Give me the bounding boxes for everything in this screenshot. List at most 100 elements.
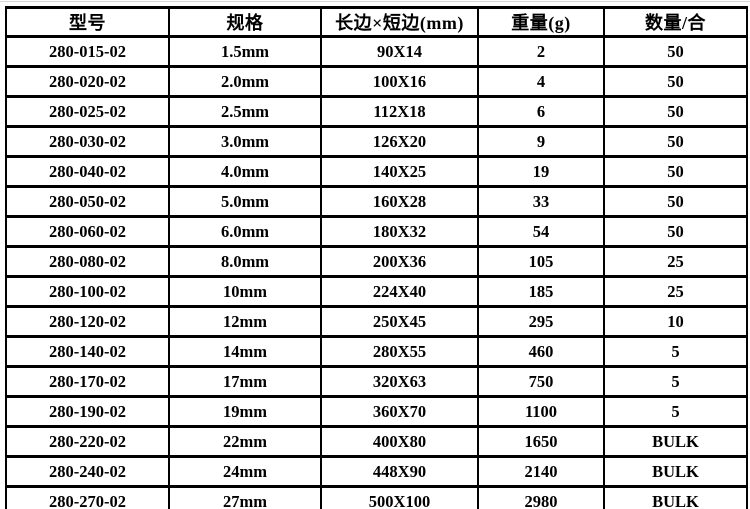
- cell-model: 280-030-02: [5, 125, 170, 158]
- cell-model: 280-100-02: [5, 275, 170, 308]
- cell-qty: 50: [603, 215, 748, 248]
- cell-weight: 460: [477, 335, 605, 368]
- cell-model: 280-170-02: [5, 365, 170, 398]
- column-header-weight: 重量(g): [477, 6, 605, 38]
- cell-qty: 50: [603, 125, 748, 158]
- cell-weight: 2140: [477, 455, 605, 488]
- cell-spec: 24mm: [168, 455, 322, 488]
- table-header: 型号 规格 长边×短边(mm) 重量(g) 数量/合: [5, 6, 748, 38]
- cell-model: 280-015-02: [5, 35, 170, 68]
- cell-weight: 185: [477, 275, 605, 308]
- cell-qty: 50: [603, 65, 748, 98]
- cell-weight: 4: [477, 65, 605, 98]
- cell-qty: 50: [603, 35, 748, 68]
- cell-model: 280-025-02: [5, 95, 170, 128]
- cell-model: 280-220-02: [5, 425, 170, 458]
- cell-weight: 9: [477, 125, 605, 158]
- cell-model: 280-060-02: [5, 215, 170, 248]
- cell-qty: 25: [603, 245, 748, 278]
- table-row: 280-170-02 17mm 320X63 750 5: [5, 365, 748, 398]
- cell-qty: BULK: [603, 455, 748, 488]
- header-row: 型号 规格 长边×短边(mm) 重量(g) 数量/合: [5, 6, 748, 38]
- cell-dimensions: 112X18: [320, 95, 479, 128]
- table-row: 280-020-02 2.0mm 100X16 4 50: [5, 65, 748, 98]
- cell-model: 280-270-02: [5, 485, 170, 509]
- table-row: 280-050-02 5.0mm 160X28 33 50: [5, 185, 748, 218]
- cell-spec: 17mm: [168, 365, 322, 398]
- cell-dimensions: 180X32: [320, 215, 479, 248]
- table-body: 280-015-02 1.5mm 90X14 2 50 280-020-02 2.0mm 10…: [5, 35, 748, 509]
- table-row: 280-080-02 8.0mm 200X36 105 25: [5, 245, 748, 278]
- cell-dimensions: 126X20: [320, 125, 479, 158]
- table-row: 280-030-02 3.0mm 126X20 9 50: [5, 125, 748, 158]
- cell-weight: 6: [477, 95, 605, 128]
- column-header-model: 型号: [5, 6, 170, 38]
- cell-dimensions: 448X90: [320, 455, 479, 488]
- cell-dimensions: 250X45: [320, 305, 479, 338]
- cell-dimensions: 200X36: [320, 245, 479, 278]
- cell-dimensions: 360X70: [320, 395, 479, 428]
- cell-qty: 10: [603, 305, 748, 338]
- table-row: 280-040-02 4.0mm 140X25 19 50: [5, 155, 748, 188]
- table-row: 280-100-02 10mm 224X40 185 25: [5, 275, 748, 308]
- cell-qty: 50: [603, 95, 748, 128]
- cell-weight: 2980: [477, 485, 605, 509]
- column-header-qty: 数量/合: [603, 6, 748, 38]
- table-row: 280-190-02 19mm 360X70 1100 5: [5, 395, 748, 428]
- cell-model: 280-050-02: [5, 185, 170, 218]
- cell-qty: 25: [603, 275, 748, 308]
- cell-spec: 14mm: [168, 335, 322, 368]
- table-row: 280-120-02 12mm 250X45 295 10: [5, 305, 748, 338]
- cell-qty: 50: [603, 155, 748, 188]
- cell-dimensions: 160X28: [320, 185, 479, 218]
- cell-model: 280-080-02: [5, 245, 170, 278]
- cell-weight: 54: [477, 215, 605, 248]
- cell-model: 280-120-02: [5, 305, 170, 338]
- cell-dimensions: 224X40: [320, 275, 479, 308]
- spec-table: 型号 规格 长边×短边(mm) 重量(g) 数量/合 280-015-02 1.5…: [5, 6, 748, 509]
- cell-spec: 1.5mm: [168, 35, 322, 68]
- cell-spec: 19mm: [168, 395, 322, 428]
- table-row: 280-140-02 14mm 280X55 460 5: [5, 335, 748, 368]
- cell-weight: 1650: [477, 425, 605, 458]
- cell-spec: 10mm: [168, 275, 322, 308]
- cell-spec: 12mm: [168, 305, 322, 338]
- cell-model: 280-140-02: [5, 335, 170, 368]
- table-row: 280-270-02 27mm 500X100 2980 BULK: [5, 485, 748, 509]
- cell-dimensions: 400X80: [320, 425, 479, 458]
- table-row: 280-240-02 24mm 448X90 2140 BULK: [5, 455, 748, 488]
- cell-spec: 27mm: [168, 485, 322, 509]
- cell-weight: 750: [477, 365, 605, 398]
- cell-weight: 1100: [477, 395, 605, 428]
- cell-dimensions: 280X55: [320, 335, 479, 368]
- cell-qty: BULK: [603, 425, 748, 458]
- cell-spec: 22mm: [168, 425, 322, 458]
- cell-weight: 33: [477, 185, 605, 218]
- column-header-spec: 规格: [168, 6, 322, 38]
- cell-spec: 6.0mm: [168, 215, 322, 248]
- cell-model: 280-240-02: [5, 455, 170, 488]
- table-row: 280-220-02 22mm 400X80 1650 BULK: [5, 425, 748, 458]
- cell-dimensions: 100X16: [320, 65, 479, 98]
- cell-weight: 19: [477, 155, 605, 188]
- cell-spec: 4.0mm: [168, 155, 322, 188]
- cell-qty: 5: [603, 395, 748, 428]
- cell-qty: BULK: [603, 485, 748, 509]
- cell-qty: 5: [603, 365, 748, 398]
- cell-dimensions: 320X63: [320, 365, 479, 398]
- table-row: 280-015-02 1.5mm 90X14 2 50: [5, 35, 748, 68]
- cell-weight: 105: [477, 245, 605, 278]
- cell-weight: 2: [477, 35, 605, 68]
- cell-weight: 295: [477, 305, 605, 338]
- cell-dimensions: 500X100: [320, 485, 479, 509]
- table-row: 280-060-02 6.0mm 180X32 54 50: [5, 215, 748, 248]
- cell-spec: 5.0mm: [168, 185, 322, 218]
- cell-spec: 2.0mm: [168, 65, 322, 98]
- table-row: 280-025-02 2.5mm 112X18 6 50: [5, 95, 748, 128]
- cell-dimensions: 90X14: [320, 35, 479, 68]
- cell-model: 280-040-02: [5, 155, 170, 188]
- cell-qty: 50: [603, 185, 748, 218]
- cell-model: 280-020-02: [5, 65, 170, 98]
- cell-spec: 2.5mm: [168, 95, 322, 128]
